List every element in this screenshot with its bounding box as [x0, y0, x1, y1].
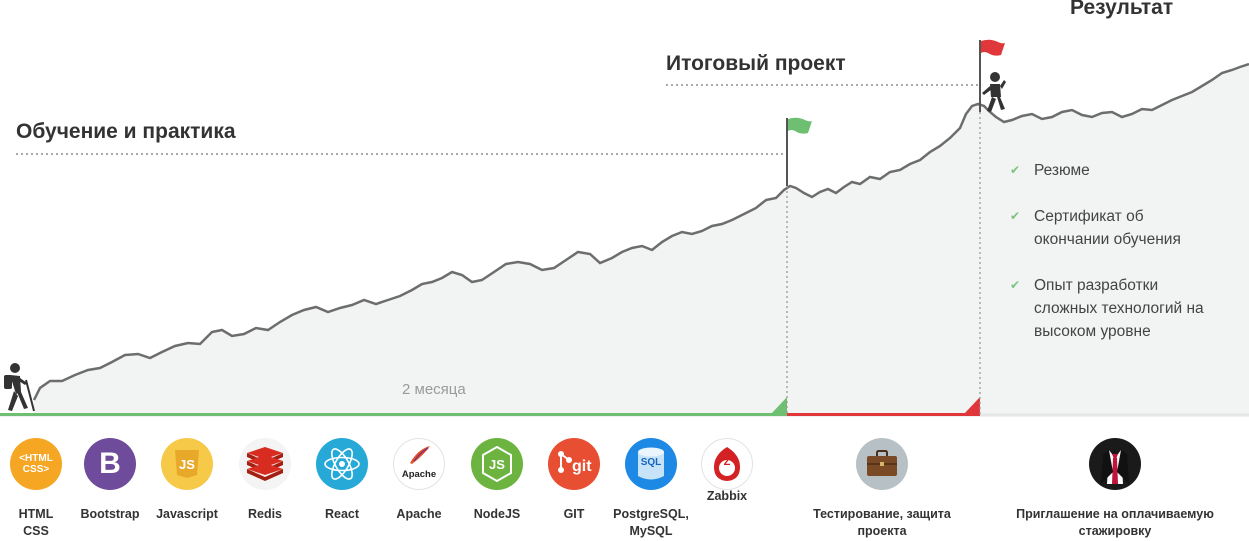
learning-heading: Обучение и практика [16, 120, 236, 143]
outcome-item: ✔ Сертификат об окончании обучения [1010, 205, 1210, 251]
tech-label: Javascript [156, 507, 218, 521]
tech-react: React [301, 438, 383, 523]
apache-icon: Apache [393, 438, 445, 490]
progress-area [34, 64, 1249, 414]
check-icon: ✔ [1010, 278, 1021, 292]
tech-redis: Redis [224, 438, 306, 523]
html-css-icon: <HTML CSS> [10, 438, 62, 490]
check-icon: ✔ [1010, 163, 1021, 177]
tech-label: Redis [247, 507, 283, 521]
sql-icon: SQL [625, 438, 677, 490]
tech-label: Bootstrap [80, 507, 140, 521]
git-icon: git [548, 438, 600, 490]
zabbix-icon: Z [701, 438, 753, 490]
duration-label: 2 месяца [402, 381, 466, 398]
javascript-icon: JS [161, 438, 213, 490]
nodejs-icon: JS [471, 438, 523, 490]
learning-phase-marker [771, 397, 787, 414]
briefcase-icon [856, 438, 908, 490]
final-project-heading: Итоговый проект [666, 52, 846, 75]
hiker-icon [4, 363, 35, 412]
tech-html-css: <HTML CSS> HTML CSS [0, 438, 77, 540]
tech-apache: Apache Apache [378, 438, 460, 523]
tech-zabbix: Z Zabbix [686, 438, 768, 505]
react-icon [316, 438, 368, 490]
progress-curve [32, 62, 1249, 401]
tech-label: NodeJS [473, 507, 521, 521]
tech-label: PostgreSQL, MySQL [613, 507, 689, 538]
outcome-item: ✔ Опыт разработки сложных технологий на … [1010, 274, 1210, 343]
milestone-label: Приглашение на оплачиваемую стажировку [1016, 507, 1214, 538]
milestone-testing: Тестирование, защита проекта [797, 438, 967, 540]
suit-icon [1089, 438, 1141, 490]
tech-nodejs: JS NodeJS [456, 438, 538, 523]
red-flag-icon [979, 39, 1005, 112]
tech-git: git GIT [533, 438, 615, 523]
climber-icon [982, 72, 1006, 112]
outcome-text: Сертификат об окончании обучения [1034, 208, 1181, 248]
milestone-internship: Приглашение на оплачиваемую стажировку [1016, 438, 1214, 540]
milestone-label: Тестирование, защита проекта [813, 507, 951, 538]
outcome-text: Опыт разработки сложных технологий на вы… [1034, 277, 1204, 340]
tech-label: React [324, 507, 360, 521]
tech-bootstrap: B Bootstrap [69, 438, 151, 523]
result-heading: Результат [1070, 0, 1174, 19]
tech-label: GIT [563, 507, 585, 521]
tech-label: HTML CSS [18, 507, 54, 538]
tech-label: Zabbix [706, 489, 748, 503]
tech-javascript: JS Javascript [146, 438, 228, 523]
redis-icon [239, 438, 291, 490]
project-phase-marker [964, 397, 980, 414]
tech-label: Apache [396, 507, 442, 521]
tech-sql: SQL PostgreSQL, MySQL [610, 438, 692, 540]
outcome-item: ✔ Резюме [1010, 159, 1240, 182]
outcome-text: Резюме [1034, 162, 1090, 179]
bootstrap-icon: B [84, 438, 136, 490]
green-flag-icon [786, 117, 812, 186]
check-icon: ✔ [1010, 209, 1021, 223]
